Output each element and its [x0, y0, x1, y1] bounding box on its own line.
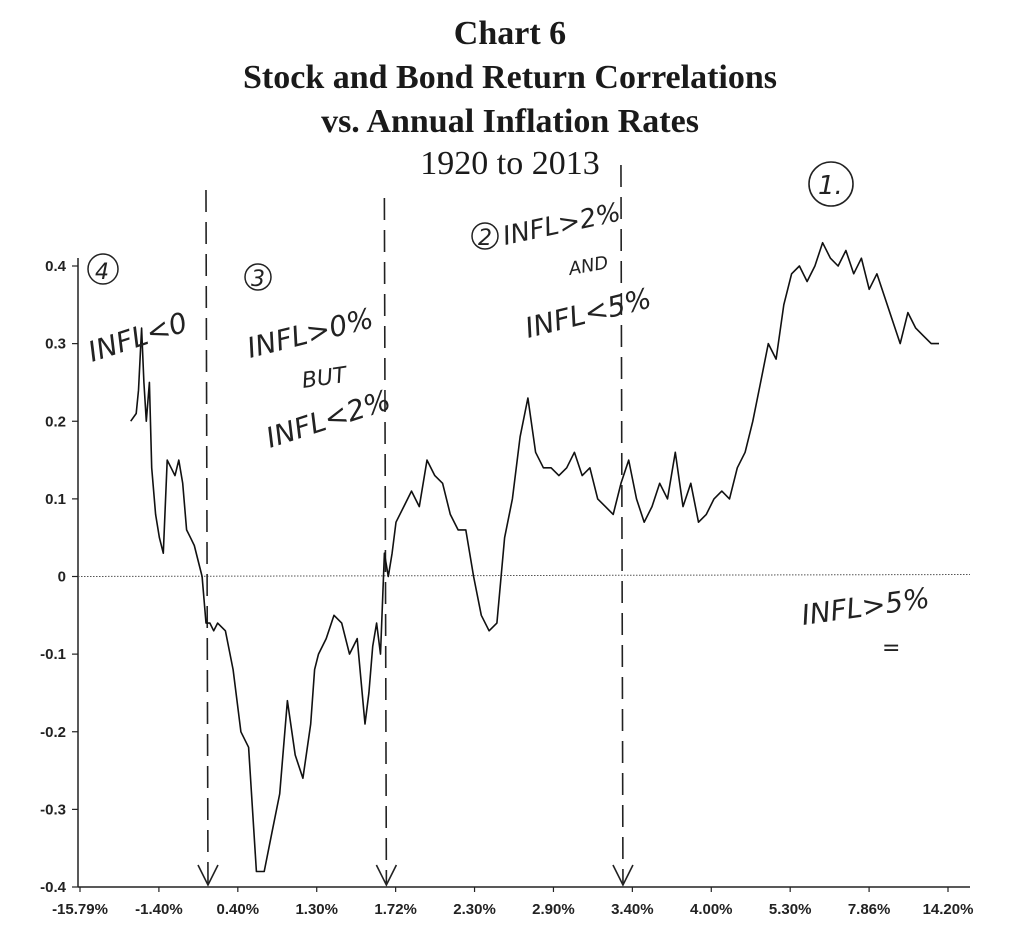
zone2-line2: AND: [566, 252, 610, 280]
y-tick-label: 0.4: [45, 258, 67, 275]
zone3-circle: [244, 263, 272, 291]
y-tick-label: 0.1: [45, 491, 66, 508]
series-line: [130, 241, 939, 873]
right-note: INFL>5%: [799, 581, 931, 632]
chart-title: Stock and Bond Return Correlations: [243, 59, 777, 96]
zone4-line1: INFL<0: [84, 306, 191, 369]
zone-divider: [383, 197, 388, 884]
x-tick-label: 2.90%: [532, 901, 575, 918]
y-tick-label: 0.2: [45, 413, 66, 430]
zone2-number: 2: [478, 226, 492, 251]
axes-layer: [77, 258, 971, 888]
x-tick-label: 4.00%: [690, 901, 733, 918]
right-note-mark: =: [882, 636, 900, 661]
y-tick-label: -0.1: [40, 646, 66, 663]
y-tick-label: -0.3: [40, 801, 66, 818]
zero-line: [77, 574, 971, 577]
zone3-line1: INFL>0%: [244, 302, 377, 365]
handwritten-annotations: 1. 2 INFL>2% AND INFL<5% 3 INFL>0% BUT I…: [84, 161, 932, 661]
zone3-number: 3: [251, 267, 265, 292]
zone4-circle: [87, 253, 119, 285]
zone-arrow: [375, 864, 398, 887]
chart-number: Chart 6: [453, 15, 567, 52]
x-tick-label: 2.30%: [453, 901, 496, 918]
zone-divider: [205, 189, 209, 884]
zone3-line2: BUT: [300, 363, 349, 394]
zone4-number: 4: [95, 260, 109, 285]
zone2-line3: INFL<5%: [522, 282, 655, 345]
y-tick-label: -0.4: [40, 879, 67, 896]
x-tick-label: 5.30%: [769, 901, 812, 918]
zone2-line1: INFL>2%: [500, 198, 623, 252]
x-tick-label: 1.72%: [374, 901, 417, 918]
x-tick-label: -1.40%: [135, 901, 183, 918]
chart-title-line2: vs. Annual Inflation Rates: [321, 103, 699, 140]
zone-divider: [620, 164, 624, 884]
chart-title-block: Chart 6 Stock and Bond Return Correlatio…: [0, 12, 1020, 184]
zone-arrow: [612, 864, 634, 887]
zone1-circle: [808, 161, 854, 207]
y-tick-label: 0.3: [45, 336, 66, 353]
zone2-circle: [471, 222, 499, 250]
zone-arrow: [197, 864, 219, 887]
y-tick-label: 0: [58, 569, 66, 586]
x-tick-label: 3.40%: [611, 901, 654, 918]
x-tick-label: 14.20%: [923, 901, 974, 918]
x-tick-label: -15.79%: [52, 901, 108, 918]
x-tick-label: 7.86%: [848, 901, 891, 918]
x-tick-label: 1.30%: [295, 901, 338, 918]
y-ticks: 0.4 0.3 0.2 0.1 0 -0.1 -0.2 -0.3 -0.4: [40, 258, 78, 896]
zone3-line3: INFL<2%: [262, 383, 395, 454]
zone-dividers: [197, 164, 634, 887]
x-ticks: -15.79% -1.40% 0.40% 1.30% 1.72% 2.30% 2.90% 3.…: [52, 887, 973, 918]
zone1-number: 1.: [818, 171, 843, 201]
y-tick-label: -0.2: [40, 724, 66, 741]
x-tick-label: 0.40%: [217, 901, 260, 918]
chart-subtitle: 1920 to 2013: [420, 145, 600, 182]
